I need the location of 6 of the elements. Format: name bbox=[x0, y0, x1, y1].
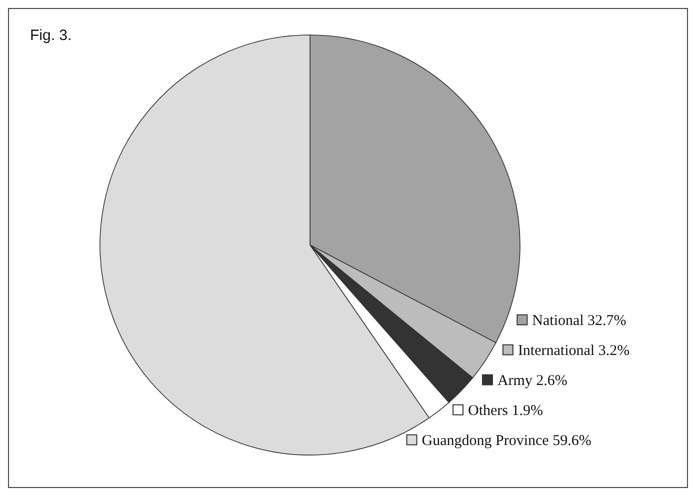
legend-label: Army 2.6% bbox=[497, 372, 568, 389]
legend-label: Guangdong Province 59.6% bbox=[422, 432, 592, 449]
legend-label: International 3.2% bbox=[518, 342, 630, 359]
legend-label: Others 1.9% bbox=[468, 402, 544, 419]
chart-title: Fig. 3. bbox=[30, 27, 72, 44]
legend-label: National 32.7% bbox=[532, 312, 626, 329]
